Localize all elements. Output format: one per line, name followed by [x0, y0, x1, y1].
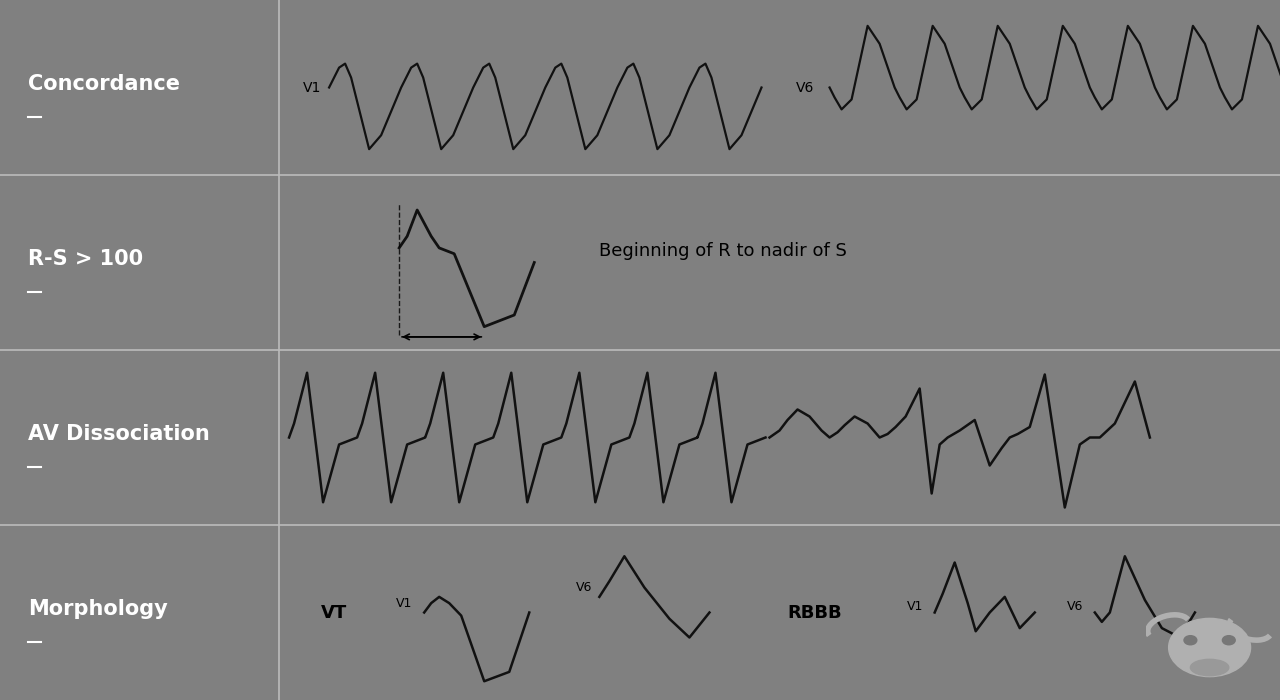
Text: V1: V1	[302, 80, 321, 94]
Text: V6: V6	[576, 581, 593, 594]
Text: AV Dissociation: AV Dissociation	[28, 424, 210, 444]
Circle shape	[1184, 636, 1197, 645]
Text: Concordance: Concordance	[28, 74, 180, 94]
Text: R-S > 100: R-S > 100	[28, 249, 143, 269]
Text: VT: VT	[321, 603, 347, 622]
Circle shape	[1222, 636, 1235, 645]
Text: RBBB: RBBB	[787, 603, 842, 622]
Circle shape	[1169, 618, 1251, 677]
Ellipse shape	[1190, 659, 1229, 676]
Text: V1: V1	[396, 596, 412, 610]
Text: V6: V6	[1066, 600, 1083, 612]
Text: Beginning of R to nadir of S: Beginning of R to nadir of S	[599, 241, 847, 260]
Text: Morphology: Morphology	[28, 599, 168, 619]
Text: V1: V1	[906, 600, 923, 612]
Text: V6: V6	[796, 80, 814, 94]
